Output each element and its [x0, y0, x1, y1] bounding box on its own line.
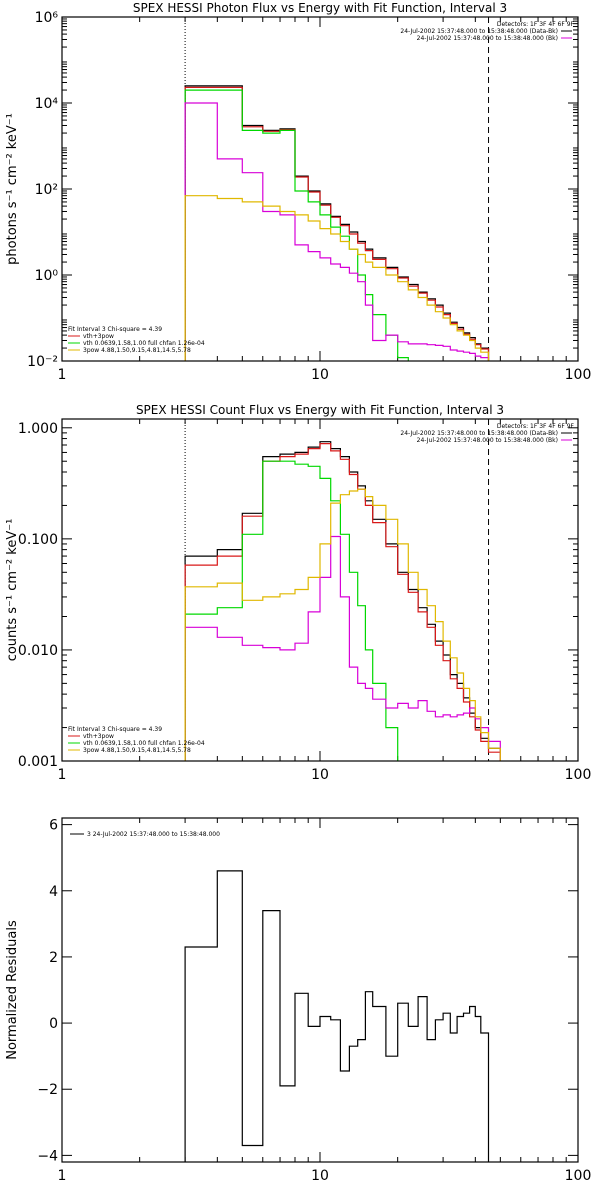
y-tick-label: −4	[37, 1148, 58, 1164]
x-tick-label: 10	[311, 1168, 329, 1184]
series-line-1	[184, 85, 490, 361]
legend-text: 3 24-Jul-2002 15:37:48.000 to 15:38:48.0…	[87, 831, 220, 838]
y-tick-label: 10⁻²	[27, 354, 58, 370]
axis-frame	[61, 16, 579, 362]
series-line-1	[184, 870, 490, 1162]
series-line-4	[184, 102, 490, 361]
legend-top-right-text: 24-Jul-2002 15:37:48.000 to 15:38:48.000…	[400, 28, 558, 35]
x-tick-label: 100	[565, 767, 592, 783]
series-line-3	[184, 460, 501, 761]
legend-top-right-text: Detectors: 1F 3F 4F 6F 9F	[497, 21, 575, 28]
y-tick-label: 10²	[35, 182, 58, 198]
x-tick-label: 1	[58, 1168, 67, 1184]
series-group	[184, 870, 490, 1162]
legend-bottom-left-text: vth+3pow	[83, 333, 114, 340]
chart-1: SPEX HESSI Photon Flux vs Energy with Fi…	[5, 1, 591, 383]
series-line-3	[184, 89, 490, 361]
y-axis-label: photons s⁻¹ cm⁻² keV⁻¹	[5, 113, 20, 265]
series-line-1	[184, 441, 501, 761]
series-line-2	[184, 443, 501, 761]
y-tick-label: 0.100	[18, 532, 58, 548]
legend-top-right-text: 24-Jul-2002 15:37:48.000 to 15:38:48.000…	[400, 430, 558, 437]
series-group	[184, 85, 490, 361]
y-tick-label: 10⁶	[35, 10, 59, 26]
y-axis-label: Normalized Residuals	[5, 920, 20, 1060]
x-tick-label: 100	[565, 367, 592, 383]
x-tick-label: 10	[311, 767, 329, 783]
chart-title: SPEX HESSI Photon Flux vs Energy with Fi…	[133, 1, 507, 15]
legend-top-right-text: 24-Jul-2002 15:37:48.000 to 15:38:48.000…	[417, 35, 558, 42]
series-line-2	[184, 86, 490, 361]
series-line-5	[184, 195, 490, 361]
y-tick-label: 6	[49, 818, 58, 834]
legend-bottom-left-text: vth 0.0639,1.58,1.00 full chfan 1.26e-04	[83, 740, 205, 747]
y-tick-label: 10⁴	[35, 96, 59, 112]
legend-bottom-left-text: 3pow 4.88,1.50,9.15,4.81,14.5,5.78	[83, 747, 191, 754]
series-line-5	[184, 488, 501, 761]
x-tick-label: 100	[565, 1168, 592, 1184]
y-tick-label: 1.000	[18, 421, 58, 437]
legend-bottom-left-text: vth 0.0639,1.58,1.00 full chfan 1.26e-04	[83, 340, 205, 347]
chart-title: SPEX HESSI Count Flux vs Energy with Fit…	[136, 403, 504, 417]
axis-frame	[61, 418, 579, 762]
y-tick-label: 2	[49, 950, 58, 966]
legend-bottom-left-text: Fit Interval 3 Chi-square = 4.39	[68, 726, 162, 733]
legend-top-right-text: Detectors: 1F 3F 4F 6F 9F	[497, 423, 575, 430]
x-tick-label: 1	[58, 767, 67, 783]
legend-top-right-text: 24-Jul-2002 15:37:48.000 to 15:38:48.000…	[417, 437, 558, 444]
legend-bottom-left-text: vth+3pow	[83, 733, 114, 740]
y-axis-label: counts s⁻¹ cm⁻² keV⁻¹	[5, 519, 20, 662]
chart-3: 1 10 100 −4 −2 0 2 4 6 Normalized Residuals 3 24-J…	[5, 817, 592, 1184]
axis-frame	[61, 817, 579, 1163]
y-tick-label: −2	[37, 1082, 58, 1098]
series-line-4	[184, 535, 501, 761]
legend-bottom-left-text: 3pow 4.88,1.50,9.15,4.81,14.5,5.78	[83, 347, 191, 354]
legend-bottom-left-text: Fit Interval 3 Chi-square = 4.39	[68, 326, 162, 333]
series-group	[184, 441, 501, 761]
y-tick-label: 0.001	[18, 754, 58, 770]
chart-2: SPEX HESSI Count Flux vs Energy with Fit…	[5, 403, 592, 783]
y-tick-label: 0	[49, 1016, 58, 1032]
x-tick-label: 10	[311, 367, 329, 383]
y-tick-label: 4	[49, 884, 58, 900]
y-tick-label: 0.010	[18, 643, 58, 659]
x-tick-label: 1	[58, 367, 67, 383]
y-tick-label: 10⁰	[35, 268, 59, 284]
